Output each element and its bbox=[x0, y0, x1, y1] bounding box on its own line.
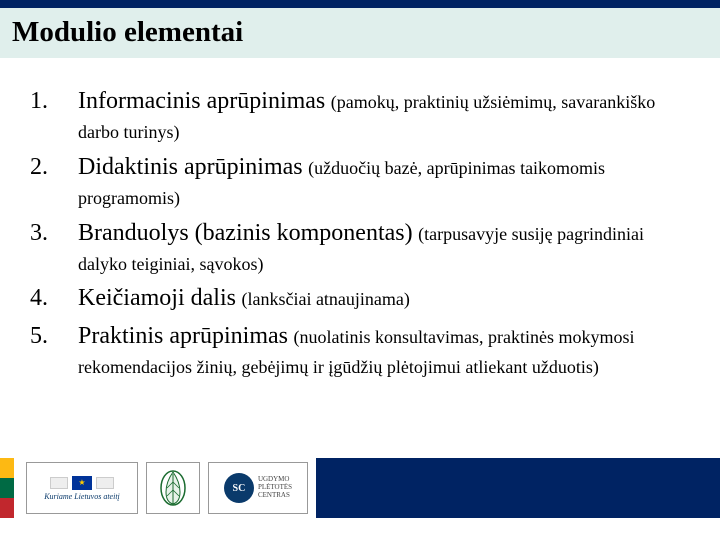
item-detail: (lanksčiai atnaujinama) bbox=[241, 289, 409, 309]
module-elements-list: Informacinis aprūpinimas (pamokų, prakti… bbox=[30, 86, 690, 380]
list-item: Didaktinis aprūpinimas (užduočių bazė, a… bbox=[30, 152, 690, 212]
eu-funding-logo: ★ Kuriame Lietuvos ateitį bbox=[26, 462, 138, 514]
leaf-icon bbox=[156, 468, 190, 508]
ministry-logo bbox=[146, 462, 200, 514]
footer-logos: ★ Kuriame Lietuvos ateitį SC UGDYMO PLĖT… bbox=[14, 458, 308, 518]
ugd-text: UGDYMO PLĖTOTĖS CENTRAS bbox=[258, 476, 292, 499]
eu-caption: Kuriame Lietuvos ateitį bbox=[44, 492, 120, 501]
list-item: Praktinis aprūpinimas (nuolatinis konsul… bbox=[30, 321, 690, 381]
item-title: Praktinis aprūpinimas bbox=[78, 323, 288, 349]
item-title: Informacinis aprūpinimas bbox=[78, 88, 325, 114]
list-item: Branduolys (bazinis komponentas) (tarpus… bbox=[30, 218, 690, 278]
item-title: Didaktinis aprūpinimas bbox=[78, 154, 303, 180]
footer: ★ Kuriame Lietuvos ateitį SC UGDYMO PLĖT… bbox=[0, 458, 720, 518]
list-item: Informacinis aprūpinimas (pamokų, prakti… bbox=[30, 86, 690, 146]
ugdymo-centras-logo: SC UGDYMO PLĖTOTĖS CENTRAS bbox=[208, 462, 308, 514]
lithuania-flag-icon bbox=[0, 458, 14, 518]
item-title: Branduolys (bazinis komponentas) bbox=[78, 220, 413, 246]
footer-bar bbox=[316, 458, 720, 518]
page-title: Modulio elementai bbox=[12, 16, 708, 49]
list-item: Keičiamoji dalis (lanksčiai atnaujinama) bbox=[30, 283, 690, 314]
title-bar: Modulio elementai bbox=[0, 0, 720, 58]
content-area: Informacinis aprūpinimas (pamokų, prakti… bbox=[0, 58, 720, 380]
ugd-line: CENTRAS bbox=[258, 492, 292, 500]
ugd-circle-icon: SC bbox=[224, 473, 254, 503]
item-title: Keičiamoji dalis bbox=[78, 285, 236, 311]
